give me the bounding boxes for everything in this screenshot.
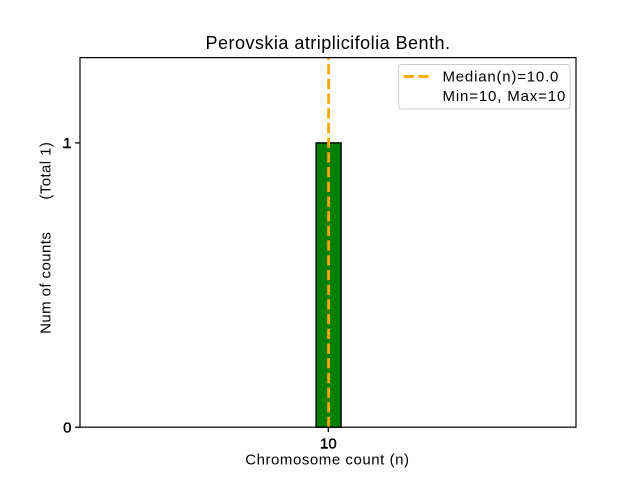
svg-text:Median(n)=10.0: Median(n)=10.0 [443,69,560,86]
svg-text:10: 10 [320,435,337,452]
svg-text:Num of counts (Total 1): Num of counts (Total 1) [38,142,55,334]
svg-text:0: 0 [63,419,71,436]
svg-text:Min=10, Max=10: Min=10, Max=10 [443,88,567,105]
svg-text:Chromosome count (n): Chromosome count (n) [245,452,409,469]
svg-text:1: 1 [63,135,71,152]
svg-text:Perovskia atriplicifolia Benth: Perovskia atriplicifolia Benth. [206,33,451,53]
